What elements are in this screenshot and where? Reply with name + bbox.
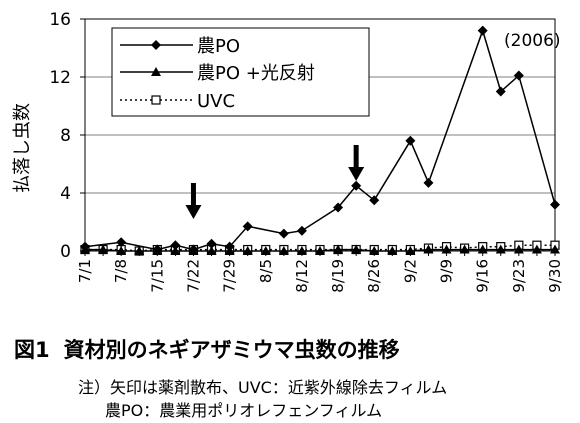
diamond-marker [333, 202, 344, 213]
diamond-marker [170, 240, 181, 251]
spray-arrows [185, 145, 365, 219]
x-tick-label: 9/30 [546, 259, 564, 293]
diamond-marker [278, 228, 289, 239]
diamond-marker [80, 241, 90, 252]
figure-caption: 図1 資材別のネギアザミウマ虫数の推移 [14, 334, 400, 364]
diamond-marker [513, 70, 524, 81]
legend-label: UVC [197, 91, 235, 112]
legend: 農PO 農PO +光反射 UVC [111, 27, 370, 117]
x-tick-label: 8/26 [365, 259, 383, 293]
series-group [80, 25, 560, 256]
x-tick-label: 7/29 [221, 259, 239, 293]
triangle-marker [116, 246, 127, 255]
triangle-marker [423, 244, 434, 254]
square-marker [151, 95, 161, 105]
diamond-marker [151, 40, 161, 50]
triangle-marker [387, 246, 398, 255]
triangle-marker [296, 246, 307, 255]
x-tick-label: 9/9 [438, 259, 456, 283]
triangle-marker [477, 244, 488, 254]
diamond-marker [116, 237, 127, 248]
triangle-marker [315, 246, 325, 255]
spray-arrow [348, 145, 365, 181]
y-axis-label: 払落し虫数 [12, 103, 33, 193]
y-tick-label: 16 [49, 10, 71, 30]
triangle-marker [134, 246, 145, 255]
diamond-marker [369, 195, 380, 206]
x-tick-label: 9/2 [401, 259, 419, 283]
diamond-marker [351, 180, 362, 191]
triangle-marker [170, 246, 181, 255]
x-tick-label: 7/8 [112, 259, 130, 283]
diamond-marker [477, 25, 488, 36]
triangle-marker [441, 244, 452, 254]
spray-arrow [185, 183, 202, 219]
arrow-head [185, 205, 202, 219]
arrow-head [348, 167, 365, 181]
triangle-marker [351, 244, 362, 254]
year-annotation: (2006) [504, 31, 561, 51]
legend-label: 農PO +光反射 [197, 63, 315, 84]
triangle-marker [405, 246, 416, 255]
triangle-marker [242, 246, 253, 255]
x-tick-label: 9/16 [474, 259, 492, 293]
figure-title: 資材別のネギアザミウマ虫数の推移 [63, 338, 400, 362]
diamond-marker [405, 135, 416, 146]
x-tick-label: 7/15 [148, 259, 166, 293]
triangle-marker [333, 244, 344, 254]
y-tick-labels: 0 4 8 12 16 [49, 10, 71, 262]
triangle-marker [278, 246, 289, 255]
triangle-marker [459, 244, 470, 254]
figure-number: 図1 [14, 338, 50, 362]
diamond-marker [224, 241, 235, 252]
triangle-marker [206, 246, 217, 255]
diamond-marker [423, 177, 434, 188]
triangle-marker [260, 246, 271, 255]
triangle-marker [531, 244, 542, 254]
y-tick-label: 0 [60, 242, 71, 262]
x-tick-label: 9/23 [510, 259, 528, 293]
triangle-marker [151, 67, 161, 76]
triangle-marker [98, 244, 109, 254]
triangle-marker [369, 246, 380, 255]
diamond-marker [206, 238, 217, 249]
line-chart: 0 4 8 12 16 7/1 7/8 7/15 7/22 7/29 8/5 8/12 8/19 8/2… [12, 10, 564, 293]
y-tick-label: 8 [60, 126, 71, 146]
series-1 [80, 25, 560, 255]
caption-note-2: 農PO：農業用ポリオレフェンフィルム [105, 401, 383, 420]
diamond-marker [188, 244, 199, 255]
diamond-marker [152, 244, 163, 255]
x-tick-label: 7/22 [184, 259, 202, 293]
arrow-shaft [190, 183, 196, 207]
diamond-marker [242, 221, 253, 232]
arrow-shaft [353, 145, 359, 169]
diamond-marker [495, 86, 506, 97]
y-tick-label: 4 [60, 184, 71, 204]
x-tick-label: 7/1 [76, 259, 94, 283]
x-tick-label: 8/12 [293, 259, 311, 293]
legend-label: 農PO [197, 36, 240, 57]
triangle-marker [550, 244, 560, 254]
caption-note-1: 注）矢印は薬剤散布、UVC：近紫外線除去フィルム [78, 378, 448, 397]
x-tick-labels: 7/1 7/8 7/15 7/22 7/29 8/5 8/12 8/19 8/26 9/2 9/9 9… [76, 259, 564, 293]
triangle-marker [495, 244, 506, 254]
diamond-marker [550, 199, 560, 210]
triangle-marker [513, 244, 524, 254]
x-tick-label: 8/5 [257, 259, 275, 283]
x-tick-label: 8/19 [329, 259, 347, 293]
diamond-marker [296, 225, 307, 236]
y-tick-label: 12 [49, 68, 71, 88]
series-2 [80, 244, 560, 255]
